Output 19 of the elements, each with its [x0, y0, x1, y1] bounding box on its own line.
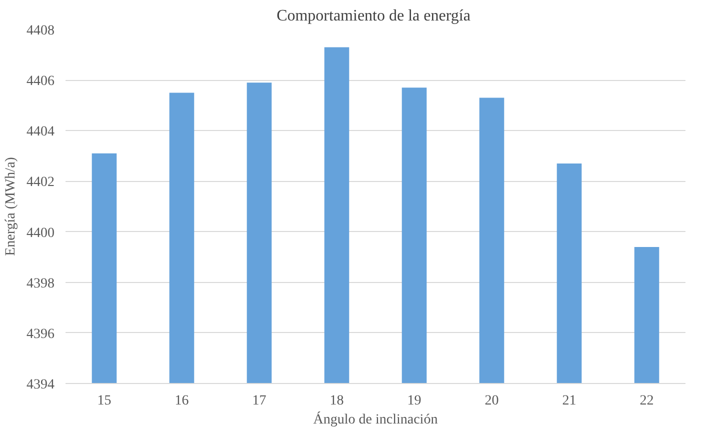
y-tick-label: 4400 [26, 226, 54, 241]
y-tick-label: 4408 [26, 24, 54, 38]
x-tick-label: 18 [330, 394, 344, 408]
y-tick-label: 4398 [26, 276, 54, 292]
y-tick-label: 4396 [26, 326, 54, 342]
chart-title: Comportamiento de la energía [276, 8, 470, 24]
x-tick-label: 20 [484, 394, 499, 408]
x-tick-label: 16 [174, 394, 189, 408]
y-axis-title: Energía (MWh/a) [4, 156, 18, 256]
y-tick-label: 4402 [26, 175, 54, 190]
x-tick-label: 22 [640, 394, 654, 408]
x-tick-label: 17 [252, 394, 266, 408]
x-tick-label: 21 [562, 394, 576, 408]
x-axis-title: Ángulo de inclinación [313, 410, 438, 428]
x-tick-label: 15 [97, 394, 112, 408]
y-tick-label: 4394 [26, 378, 54, 392]
y-tick-label: 4404 [26, 124, 54, 140]
y-tick-label: 4406 [26, 74, 54, 90]
x-tick-label: 19 [407, 394, 422, 408]
